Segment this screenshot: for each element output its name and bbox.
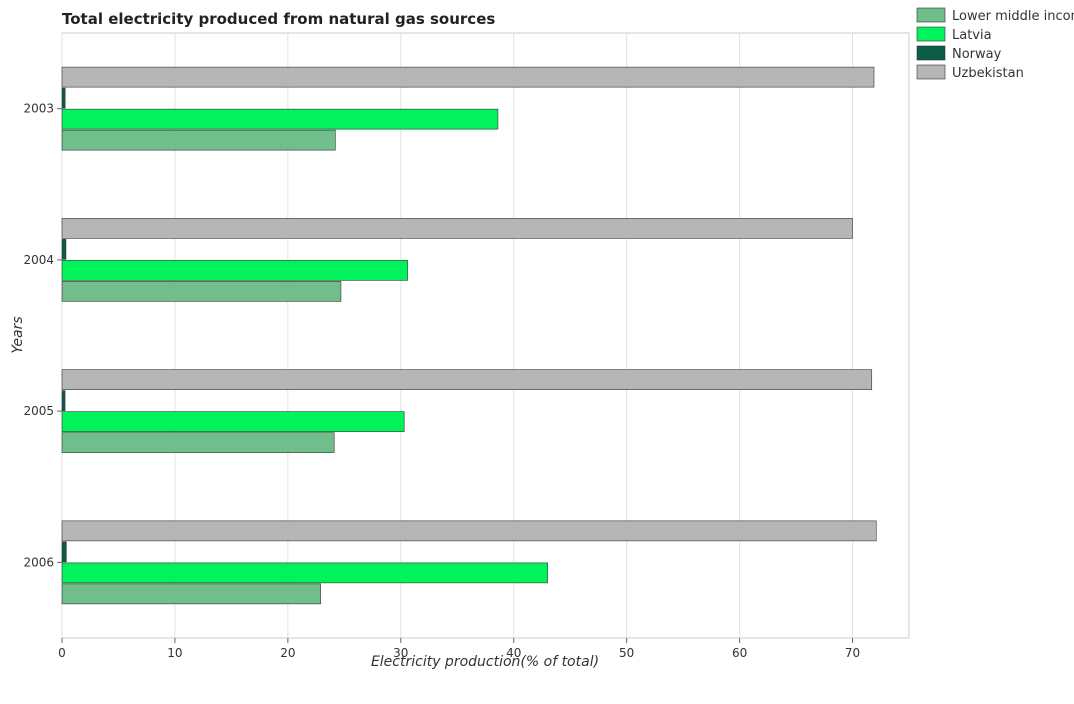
bar-lower-middle-income [61, 129, 336, 151]
bar-lower-middle-income [61, 583, 321, 605]
bar-uzbekistan [61, 66, 875, 88]
bar-lower-middle-income [61, 281, 342, 302]
bar-uzbekistan [61, 218, 853, 239]
legend-label: Latvia [952, 28, 992, 43]
x-ticks-layer: 0 10 20 30 40 50 60 70 [58, 638, 860, 660]
legend-label: Uzbekistan [952, 66, 1024, 81]
bar-latvia [61, 411, 405, 432]
x-axis-title: Electricity production(% of total) [371, 654, 599, 670]
legend-label: Lower middle income [952, 9, 1074, 24]
bar-norway [61, 239, 67, 260]
y-axis-title: Years [10, 316, 26, 353]
x-tick-label: 20 [280, 646, 295, 660]
bars-layer [61, 66, 877, 605]
x-tick-label: 0 [58, 646, 66, 660]
x-tick-label: 70 [845, 646, 860, 660]
y-tick-label: 2005 [23, 404, 54, 418]
bar-lower-middle-income [61, 432, 335, 453]
y-tick-label: 2006 [23, 555, 54, 569]
legend: Lower middle income Latvia Norway Uzbekista… [916, 7, 1074, 81]
legend-swatch [916, 26, 946, 42]
bar-latvia [61, 562, 548, 584]
bar-norway [61, 541, 67, 563]
legend-swatch [916, 45, 946, 61]
bar-latvia [61, 260, 408, 281]
bar-latvia [61, 108, 499, 130]
legend-swatch [916, 64, 946, 80]
y-tick-label: 2004 [23, 253, 54, 267]
x-tick-label: 10 [167, 646, 182, 660]
legend-label: Norway [952, 47, 1002, 62]
legend-swatch [916, 7, 946, 23]
x-tick-label: 40 [506, 646, 521, 660]
y-tick-label: 2003 [23, 102, 54, 116]
x-tick-label: 30 [393, 646, 408, 660]
bar-norway [61, 87, 66, 109]
bar-norway [61, 390, 66, 411]
bar-uzbekistan [61, 369, 873, 390]
bar-uzbekistan [61, 520, 877, 542]
y-ticks-layer: 2003 2004 2005 2006 [23, 102, 62, 569]
chart-title: Total electricity produced from natural … [62, 10, 495, 28]
x-tick-label: 50 [619, 646, 634, 660]
x-tick-label: 60 [732, 646, 747, 660]
